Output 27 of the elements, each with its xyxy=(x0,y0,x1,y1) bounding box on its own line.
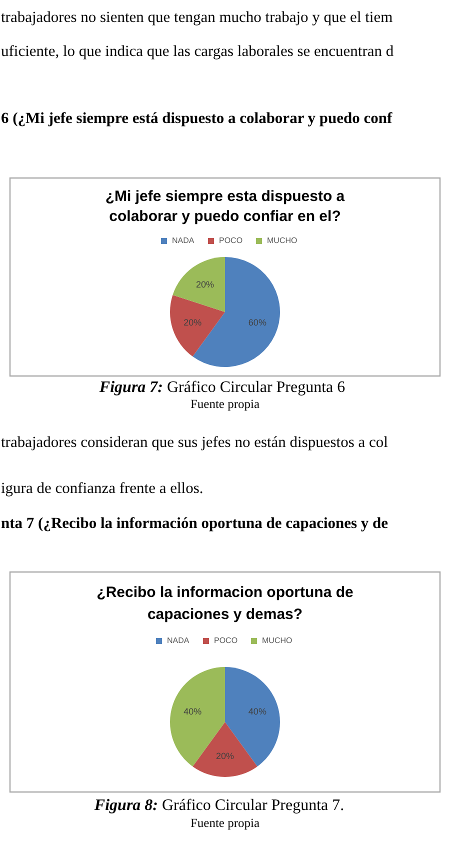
legend-label: NADA xyxy=(172,236,195,245)
text: trabajadores no sienten que tengan mucho trabajo y que el tiem xyxy=(1,9,393,26)
text: nta 7 (¿Recibo la información oportuna de capaciones y de xyxy=(1,515,388,532)
chart-title: ¿Recibo la informacion oportuna de capaciones y demas? xyxy=(96,584,354,623)
source-note: Fuente propia xyxy=(190,397,260,411)
data-label: 60% xyxy=(248,318,266,328)
pie-slice xyxy=(170,295,225,356)
text: trabajadores consideran que sus jefes no están dispuestos a col xyxy=(1,434,388,451)
text: Figura 8: Gráfico Circular Pregunta 7. xyxy=(93,797,344,814)
legend-label: MUCHO xyxy=(267,236,298,245)
text: 6 (¿Mi jefe siempre está dispuesto a colaborar y puedo conf xyxy=(1,110,394,127)
data-label: 20% xyxy=(184,318,202,328)
data-label: 40% xyxy=(248,706,266,716)
text: uficiente, lo que indica que las cargas laborales se encuentran d xyxy=(1,43,394,60)
text: igura de confianza frente a ellos. xyxy=(1,480,204,497)
data-label: 40% xyxy=(184,706,202,716)
pie-slice xyxy=(172,257,225,312)
legend-label: POCO xyxy=(219,236,243,245)
legend-label: POCO xyxy=(214,636,238,645)
text: Figura 7: Gráfico Circular Pregunta 6 xyxy=(98,379,346,396)
data-label: 20% xyxy=(216,751,234,762)
legend-label: NADA xyxy=(167,636,190,645)
pie-slice xyxy=(192,722,258,777)
data-label: 20% xyxy=(196,279,214,290)
chart-title: ¿Mi jefe siempre esta dispuesto a colaborar y puedo confiar en el? xyxy=(105,188,346,225)
legend-label: MUCHO xyxy=(262,636,292,645)
source-note: Fuente propia xyxy=(190,816,260,830)
